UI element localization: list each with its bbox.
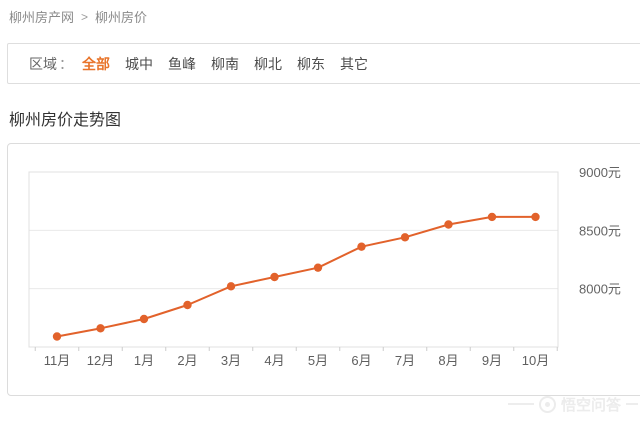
- data-point[interactable]: [357, 242, 366, 251]
- x-axis-label: 11月: [44, 353, 71, 368]
- price-trend-chart-canvas: 9000元 8500元 8000元 11月 12月 1月 2月 3月 4月 5月 6月 7月 8月 9月 1…: [28, 165, 621, 368]
- region-option-liunan[interactable]: 柳南: [211, 55, 239, 72]
- y-axis-label: 8000元: [579, 282, 621, 297]
- data-point[interactable]: [313, 263, 323, 272]
- data-point[interactable]: [226, 282, 236, 291]
- data-point[interactable]: [444, 220, 453, 229]
- x-axis-label: 3月: [221, 353, 241, 368]
- x-axis-label: 9月: [482, 353, 502, 368]
- x-axis-label: 2月: [177, 353, 197, 368]
- breadcrumb-separator: >: [81, 9, 89, 24]
- breadcrumb-link-home[interactable]: 柳州房产网: [9, 10, 75, 25]
- region-filter-bar: 区域 ： 全部 城中 鱼峰 柳南 柳北 柳东 其它: [7, 43, 640, 84]
- region-option-other[interactable]: 其它: [340, 55, 368, 72]
- page-title: 柳州房价走势图: [9, 112, 122, 129]
- data-point[interactable]: [487, 212, 497, 222]
- x-axis-label: 12月: [87, 353, 114, 368]
- region-option-chengzhong[interactable]: 城中: [125, 55, 153, 72]
- data-point[interactable]: [139, 314, 149, 324]
- watermark-line: [626, 403, 638, 405]
- x-axis-label: 1月: [134, 353, 154, 368]
- y-axis-label: 8500元: [579, 223, 621, 238]
- region-option-liubei[interactable]: 柳北: [254, 55, 282, 72]
- wukong-logo-icon: [538, 395, 556, 413]
- breadcrumb: 柳州房产网 > 柳州房价: [9, 7, 147, 26]
- x-axis-label: 8月: [438, 353, 458, 368]
- watermark-text: 悟空问答: [560, 396, 621, 414]
- data-point[interactable]: [531, 212, 540, 222]
- data-point[interactable]: [400, 233, 410, 242]
- x-axis-label: 4月: [264, 353, 284, 368]
- breadcrumb-current: 柳州房价: [95, 10, 148, 25]
- region-filter-label: 区域: [29, 55, 57, 72]
- region-option-yufeng[interactable]: 鱼峰: [168, 55, 196, 72]
- data-point[interactable]: [270, 272, 279, 282]
- data-point[interactable]: [52, 332, 62, 341]
- x-axis-label: 6月: [351, 353, 371, 368]
- data-point[interactable]: [183, 300, 192, 310]
- data-point[interactable]: [96, 324, 105, 333]
- watermark: 悟空问答: [507, 391, 638, 417]
- plot-border: [28, 171, 559, 348]
- x-axis-label: 10月: [522, 353, 549, 368]
- x-axis-label: 5月: [308, 353, 328, 368]
- region-option-all[interactable]: 全部: [82, 55, 110, 72]
- region-option-liudong[interactable]: 柳东: [297, 55, 325, 72]
- price-trend-chart: 9000元 8500元 8000元 11月 12月 1月 2月 3月 4月 5月 6月 7月 8月 9月 1…: [7, 143, 640, 396]
- y-axis-label: 9000元: [579, 165, 621, 180]
- region-filter-colon: ：: [59, 55, 73, 72]
- x-axis-label: 7月: [395, 353, 415, 368]
- price-line: [56, 215, 537, 338]
- watermark-line: [507, 403, 534, 405]
